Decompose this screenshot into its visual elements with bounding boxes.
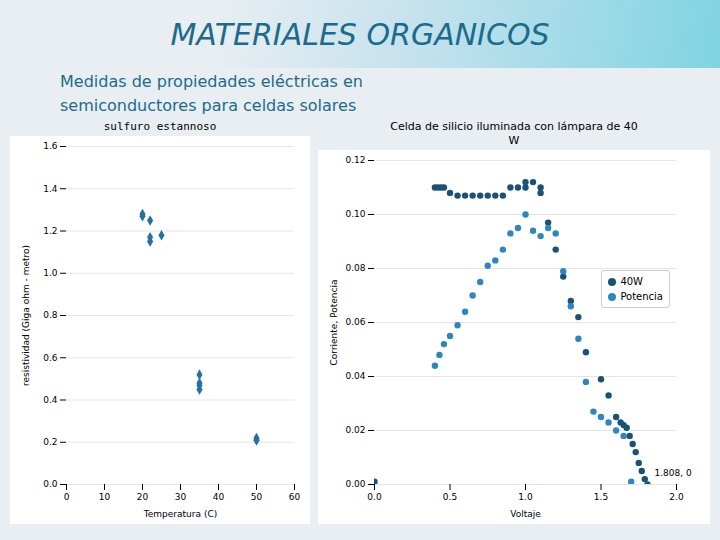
svg-text:Corriente, Potencia: Corriente, Potencia [329, 280, 339, 366]
svg-text:0.0: 0.0 [43, 479, 58, 489]
svg-text:0.08: 0.08 [345, 263, 365, 273]
svg-text:1.0: 1.0 [43, 268, 58, 278]
html-text:MATERIALES ORGANICOS: MATERIALES ORGANICOS [170, 16, 550, 52]
svg-text:30: 30 [175, 492, 187, 502]
svg-text:20: 20 [137, 492, 149, 502]
svg-text:1.2: 1.2 [43, 226, 57, 236]
svg-text:1.808, 0: 1.808, 0 [655, 468, 692, 478]
svg-text:2.0: 2.0 [669, 492, 684, 502]
svg-text:0: 0 [64, 492, 70, 502]
svg-text:0.04: 0.04 [345, 371, 365, 381]
svg-text:50: 50 [251, 492, 263, 502]
html-text:sulfuro estannoso: sulfuro estannoso [103, 120, 217, 133]
svg-text:resistividad (Giga ohm - metro: resistividad (Giga ohm - metro) [21, 245, 31, 386]
svg-text:0.0: 0.0 [367, 492, 382, 502]
svg-text:60: 60 [289, 492, 301, 502]
svg-text:0.00: 0.00 [345, 479, 365, 489]
svg-text:10: 10 [99, 492, 111, 502]
html-text:Medidas de propiedades eléctri: Medidas de propiedades eléctricas en sem… [60, 72, 363, 115]
html-text:Celda de silicio iluminada con: Celda de silicio iluminada con lámpara d… [390, 120, 638, 147]
svg-text:0.10: 0.10 [345, 209, 365, 219]
svg-text:0.4: 0.4 [43, 395, 58, 405]
svg-text:0.2: 0.2 [43, 437, 57, 447]
svg-text:Temperatura (C): Temperatura (C) [143, 509, 217, 519]
svg-text:Voltaje: Voltaje [510, 509, 541, 519]
html-text:Potencia: Potencia [620, 291, 663, 302]
svg-text:0.8: 0.8 [43, 310, 58, 320]
svg-text:1.0: 1.0 [518, 492, 533, 502]
svg-text:1.5: 1.5 [594, 492, 608, 502]
html-text:40W: 40W [620, 276, 643, 287]
svg-text:40: 40 [213, 492, 225, 502]
svg-text:0.6: 0.6 [43, 353, 58, 363]
svg-text:0.02: 0.02 [345, 425, 365, 435]
svg-text:0.5: 0.5 [443, 492, 457, 502]
svg-text:1.6: 1.6 [43, 141, 58, 151]
svg-text:0.06: 0.06 [345, 317, 365, 327]
svg-text:0.12: 0.12 [345, 155, 365, 165]
svg-text:1.4: 1.4 [43, 184, 58, 194]
